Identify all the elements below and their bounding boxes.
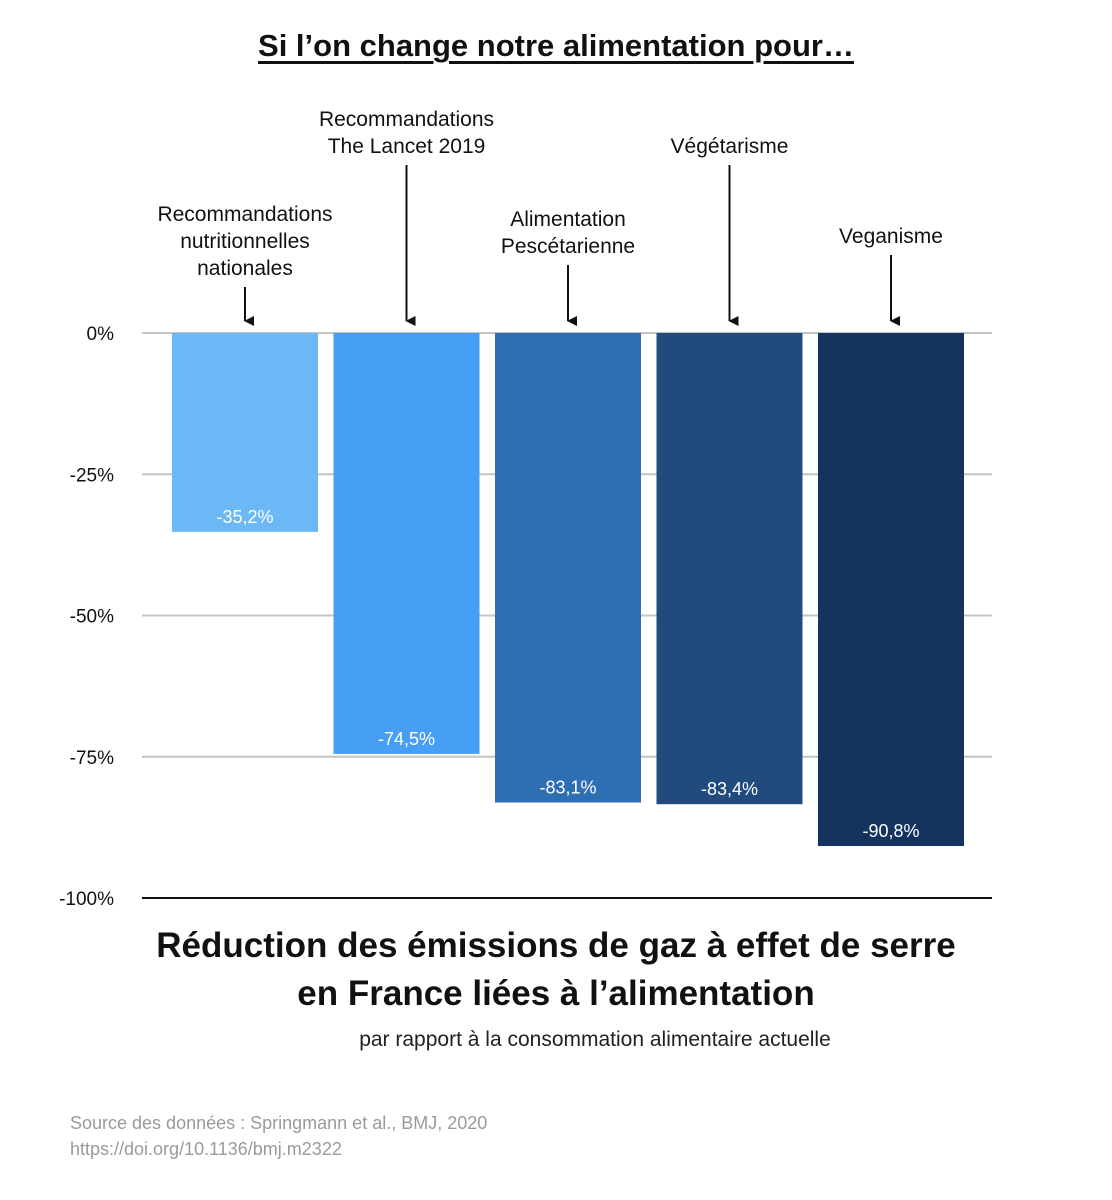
chart-main-title: Réduction des émissions de gaz à effet d… <box>0 922 1112 1018</box>
chart-top-title: Si l’on change notre alimentation pour… <box>258 28 854 63</box>
bar <box>333 333 480 754</box>
main-title-line-1: Réduction des émissions de gaz à effet d… <box>156 926 956 965</box>
doi-line: https://doi.org/10.1136/bmj.m2322 <box>70 1139 342 1159</box>
category-label: Recommandations nutritionnelles nationales <box>157 203 332 280</box>
value-label: -35,2% <box>216 507 273 527</box>
y-axis-ticks: 0% -25% -50% -75% -100% <box>59 324 114 910</box>
bar <box>656 333 803 805</box>
value-label: -83,1% <box>539 778 596 798</box>
bars <box>172 333 964 847</box>
y-tick-label: -50% <box>70 607 114 628</box>
category-label: Recommandations The Lancet 2019 <box>319 108 494 158</box>
y-tick-label: -25% <box>70 465 114 486</box>
y-tick-label: -75% <box>70 748 114 769</box>
value-label: -90,8% <box>862 821 919 841</box>
y-tick-label: -100% <box>59 889 114 910</box>
category-label: Alimentation Pescétarienne <box>501 208 635 258</box>
value-label: -74,5% <box>378 729 435 749</box>
bar <box>172 333 318 532</box>
value-label: -83,4% <box>701 779 758 799</box>
category-arrows <box>244 165 900 326</box>
chart-subtitle: par rapport à la consommation alimentair… <box>359 1028 831 1051</box>
bar <box>495 333 641 803</box>
source-line: Source des données : Springmann et al., … <box>70 1113 488 1133</box>
category-label: Veganisme <box>839 225 943 248</box>
bar-chart: 0% -25% -50% -75% -100% -35,2% -74,5% -83,1% -8… <box>59 108 992 910</box>
category-label: Végétarisme <box>671 135 789 158</box>
bar <box>818 333 964 847</box>
value-labels: -35,2% -74,5% -83,1% -83,4% -90,8% <box>216 507 919 841</box>
source-note: Source des données : Springmann et al., … <box>70 1110 487 1162</box>
category-labels: Recommandations nutritionnelles nationales… <box>157 108 943 280</box>
y-tick-label: 0% <box>87 324 115 345</box>
main-title-line-2: en France liées à l’alimentation <box>297 974 815 1013</box>
